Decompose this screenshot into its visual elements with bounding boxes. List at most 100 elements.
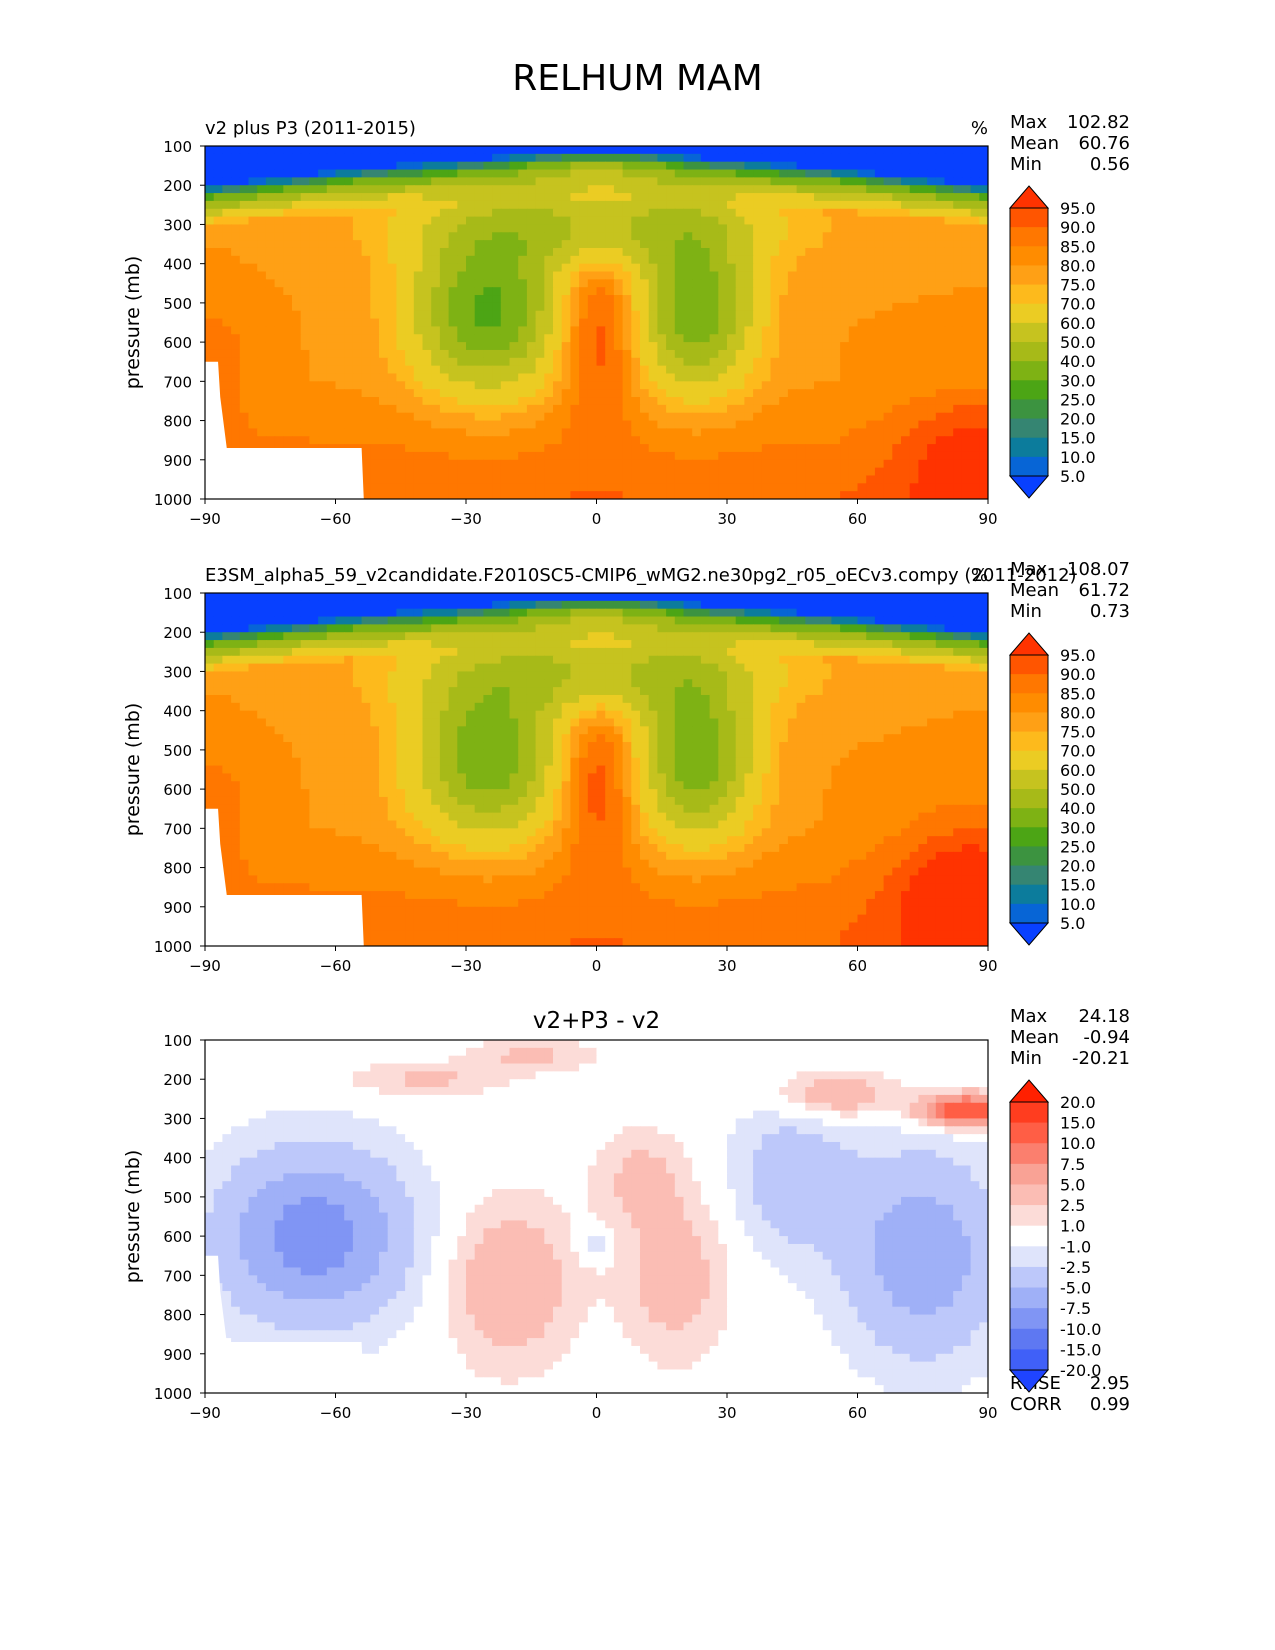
colorbar-level-label: 15.0 [1060,429,1096,448]
colorbar-level-label: -5.0 [1060,1279,1091,1298]
stat-label: Min [1010,154,1042,175]
units-label: % [971,565,988,586]
stat-value: 0.56 [1090,154,1130,175]
colorbar-bin [1010,674,1048,694]
y-tick-label: 100 [163,585,192,603]
colorbar-bin [1010,808,1048,828]
colorbar-level-label: 95.0 [1060,199,1096,218]
panel-title: v2+P3 - v2 [533,1008,660,1034]
x-tick-label: 30 [717,510,736,528]
colorbar-bin [1010,227,1048,247]
y-tick-label: 400 [163,703,192,721]
colorbar-level-label: -20.0 [1060,1361,1101,1380]
colorbar-bin [1010,284,1048,305]
y-tick-label: 800 [163,860,192,878]
y-tick-label: 200 [163,624,192,642]
colorbar: 20.0 15.010.0 7.55.0 2.5 1.0-1.0 -2.5 -5.0-7.5… [1008,1079,1101,1393]
x-tick-label: −30 [450,510,482,528]
colorbar-level-label: 70.0 [1060,295,1096,314]
colorbar-level-label: 50.0 [1060,333,1096,352]
colorbar-bin [1010,1328,1048,1350]
y-tick-label: 1000 [154,1385,192,1403]
colorbar-bin [1010,1349,1048,1371]
y-tick-label: 900 [163,899,192,917]
y-tick-label: 200 [163,1071,192,1089]
contour-field [205,1040,988,1393]
colorbar-level-label: 1.0 [1060,1217,1085,1236]
x-tick-label: 0 [592,957,602,975]
colorbar: 95.090.085.080.075.070.060.050.040.030.0… [1008,185,1096,499]
colorbar-extend-top [1008,1079,1050,1103]
colorbar-level-label: 60.0 [1060,314,1096,333]
y-tick-label: 700 [163,373,192,391]
x-tick-label: −90 [189,957,221,975]
x-tick-label: 0 [592,510,602,528]
colorbar-level-label: 20.0 [1060,410,1096,429]
stat-value: 61.72 [1078,580,1130,601]
colorbar-bin [1010,1163,1048,1185]
y-tick-label: 100 [163,138,192,156]
y-tick-label: 900 [163,452,192,470]
colorbar-level-label: 10.0 [1060,448,1096,467]
colorbar-bin [1010,1102,1048,1124]
colorbar-level-label: 90.0 [1060,218,1096,237]
colorbar-level-label: 25.0 [1060,390,1096,409]
colorbar-level-label: 30.0 [1060,818,1096,837]
colorbar-level-label: 75.0 [1060,723,1096,742]
x-tick-label: −30 [450,957,482,975]
colorbar-level-label: 10.0 [1060,1134,1096,1153]
footer-stat-value: 0.99 [1090,1394,1130,1415]
y-tick-label: 600 [163,334,192,352]
colorbar-bin [1010,1308,1048,1330]
units-label: % [971,118,988,139]
colorbar-extend-bottom [1008,922,1050,946]
x-tick-label: 90 [978,1404,997,1422]
colorbar-level-label: 5.0 [1060,467,1085,486]
y-tick-label: 600 [163,1228,192,1246]
colorbar-bin [1010,342,1048,362]
colorbar-bin [1010,789,1048,809]
colorbar-level-label: 70.0 [1060,742,1096,761]
y-axis-label: pressure (mb) [122,1150,144,1284]
x-tick-label: −90 [189,510,221,528]
colorbar-bin [1010,1246,1048,1268]
y-tick-label: 100 [163,1032,192,1050]
colorbar-bin [1010,1205,1048,1227]
y-tick-label: 400 [163,1150,192,1168]
stat-label: Max [1010,112,1048,133]
topography-mask [205,361,364,499]
colorbar-bin [1010,1184,1048,1206]
stat-value: 102.82 [1067,112,1130,133]
stat-value: 24.18 [1078,1006,1130,1027]
x-tick-label: 90 [978,957,997,975]
colorbar-level-label: -1.0 [1060,1237,1091,1256]
x-tick-label: −60 [320,1404,352,1422]
colorbar-frame [1009,207,1049,477]
y-tick-label: 800 [163,1307,192,1325]
y-tick-label: 400 [163,256,192,274]
colorbar-bin [1010,399,1048,420]
x-tick-label: −60 [320,957,352,975]
colorbar-level-label: 2.5 [1060,1196,1085,1215]
colorbar-bin [1010,884,1048,905]
x-tick-label: 0 [592,1404,602,1422]
x-tick-label: −30 [450,1404,482,1422]
panel-subtitle: E3SM_alpha5_59_v2candidate.F2010SC5-CMIP… [205,565,1077,586]
colorbar-frame [1009,1101,1049,1371]
colorbar-level-label: -15.0 [1060,1340,1101,1359]
colorbar-extend-bottom [1008,475,1050,499]
colorbar-bin [1010,769,1048,790]
colorbar-level-label: 95.0 [1060,646,1096,665]
stat-value: 108.07 [1067,559,1130,580]
colorbar-level-label: -10.0 [1060,1320,1101,1339]
colorbar-level-label: 15.0 [1060,876,1096,895]
colorbar-bin [1010,208,1048,228]
x-tick-label: 60 [848,957,867,975]
colorbar-level-label: 40.0 [1060,352,1096,371]
y-tick-label: 900 [163,1346,192,1364]
colorbar: 95.090.085.080.075.070.060.050.040.030.0… [1008,632,1096,946]
